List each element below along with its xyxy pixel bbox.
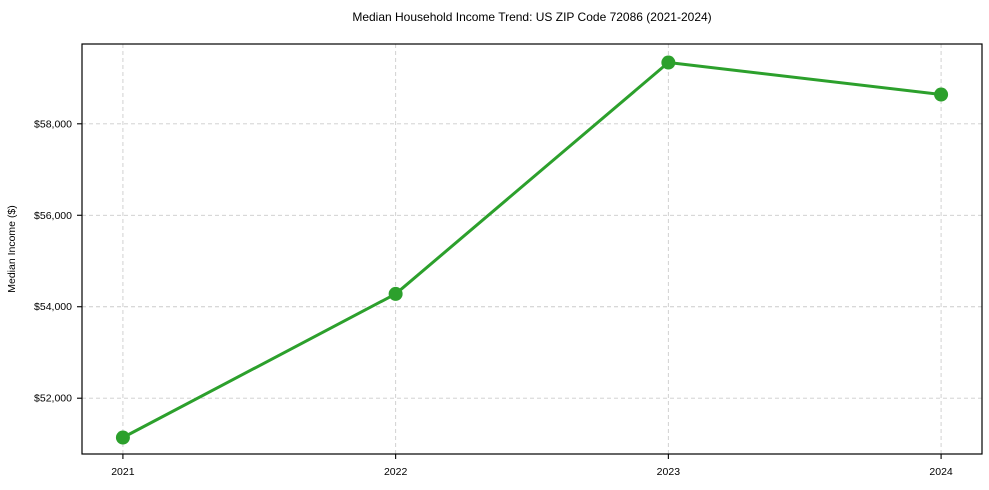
- plot-border: [81, 43, 983, 455]
- series-layer: [115, 55, 949, 445]
- x-tick-label: 2023: [657, 466, 681, 478]
- y-axis-label: Median Income ($): [6, 205, 18, 293]
- y-tick-label: $52,000: [34, 393, 72, 405]
- x-tick-label: 2022: [384, 466, 408, 478]
- x-tick-label: 2024: [929, 466, 953, 478]
- series-line: [121, 61, 943, 440]
- y-tick-label: $56,000: [34, 210, 72, 222]
- y-tick-label: $54,000: [34, 301, 72, 313]
- grid-layer: [82, 44, 982, 454]
- x-tick-label: 2021: [111, 466, 135, 478]
- y-tick-label: $58,000: [34, 118, 72, 130]
- data-point-marker: [661, 55, 676, 70]
- chart-title: Median Household Income Trend: US ZIP Co…: [352, 10, 711, 24]
- data-point-marker: [934, 87, 949, 102]
- tick-layer: $52,000 $54,000 $56,000 $58,000 2021 2022 2023…: [34, 118, 953, 478]
- data-point-marker: [115, 430, 130, 445]
- data-point-marker: [388, 286, 403, 301]
